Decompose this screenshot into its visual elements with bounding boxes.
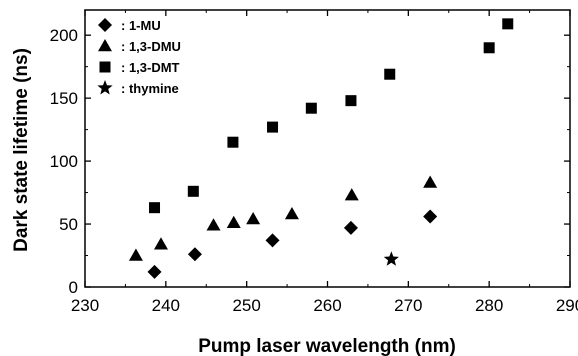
data-point-square	[149, 202, 160, 213]
data-point-square	[306, 103, 317, 114]
x-tick-label: 240	[152, 296, 180, 315]
data-point-diamond	[266, 233, 280, 247]
x-tick-label: 280	[475, 296, 503, 315]
legend-label: : 1,3-DMT	[121, 60, 180, 75]
x-tick-label: 270	[394, 296, 422, 315]
data-point-star	[384, 251, 399, 265]
data-point-triangle	[285, 207, 299, 219]
data-point-diamond	[423, 209, 437, 223]
y-tick-label: 150	[50, 89, 78, 108]
data-point-triangle	[129, 249, 143, 261]
data-point-square	[227, 137, 238, 148]
data-point-square	[345, 95, 356, 106]
data-point-triangle	[154, 237, 168, 249]
data-point-diamond	[148, 265, 162, 279]
legend-marker-triangle	[98, 39, 112, 51]
data-point-diamond	[188, 247, 202, 261]
y-tick-label: 100	[50, 152, 78, 171]
x-tick-label: 250	[232, 296, 260, 315]
data-point-diamond	[344, 221, 358, 235]
x-tick-label: 230	[71, 296, 99, 315]
data-points	[129, 18, 513, 279]
data-point-square	[267, 122, 278, 133]
data-point-triangle	[345, 188, 359, 200]
data-point-square	[502, 18, 513, 29]
legend-label: : thymine	[121, 81, 179, 96]
legend-marker-diamond	[98, 18, 112, 32]
legend-marker-square	[100, 62, 111, 73]
data-point-square	[384, 69, 395, 80]
y-tick-label: 200	[50, 26, 78, 45]
x-tick-label: 290	[556, 296, 578, 315]
x-axis-label: Pump laser wavelength (nm)	[198, 336, 456, 356]
data-point-triangle	[246, 212, 260, 224]
y-tick-label: 50	[59, 215, 78, 234]
y-axis-label: Dark state lifetime (ns)	[11, 48, 32, 252]
legend-label: : 1-MU	[121, 18, 161, 33]
x-tick-label: 260	[313, 296, 341, 315]
data-point-square	[188, 186, 199, 197]
legend-marker-star	[97, 80, 112, 94]
data-point-square	[484, 42, 495, 53]
y-tick-label: 0	[69, 278, 78, 297]
data-point-triangle	[207, 218, 221, 230]
data-point-triangle	[227, 216, 241, 228]
data-point-triangle	[423, 175, 437, 187]
legend-label: : 1,3-DMU	[121, 39, 181, 54]
legend: : 1-MU : 1,3-DMU : 1,3-DMT : thymine	[97, 18, 181, 96]
